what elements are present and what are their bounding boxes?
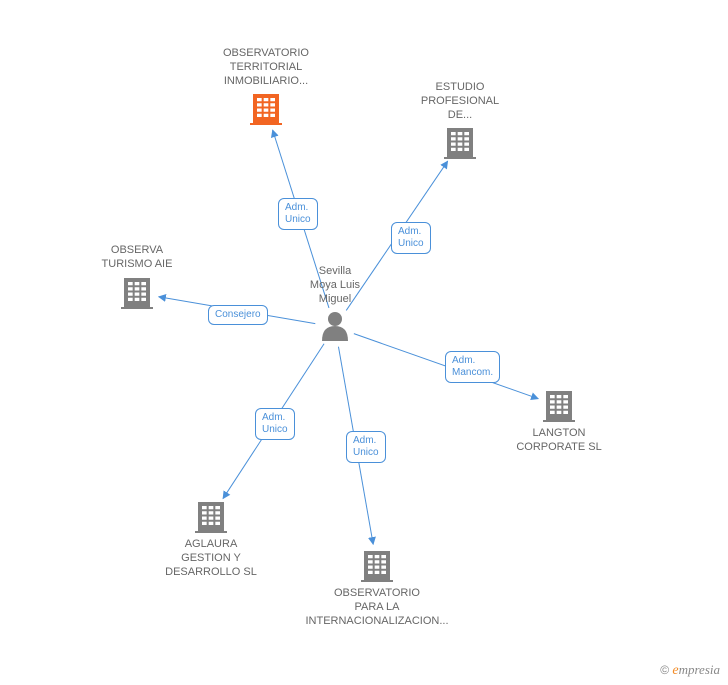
building-icon [444, 128, 476, 159]
edge-label: Adm. Mancom. [445, 351, 500, 383]
brand-rest: mpresia [679, 662, 720, 677]
node-label: OBSERVATORIO TERRITORIAL INMOBILIARIO... [186, 47, 346, 88]
building-icon [195, 502, 227, 533]
center-label: Sevilla Moya Luis Miguel [285, 265, 385, 306]
node-label: LANGTON CORPORATE SL [479, 427, 639, 455]
edge-label: Adm. Unico [391, 222, 431, 254]
node-label: ESTUDIO PROFESIONAL DE... [380, 81, 540, 122]
edge-label: Adm. Unico [255, 408, 295, 440]
node-label: OBSERVA TURISMO AIE [57, 244, 217, 272]
building-icon [250, 94, 282, 125]
edge-label: Adm. Unico [278, 198, 318, 230]
building-icon [361, 551, 393, 582]
edge-label: Adm. Unico [346, 431, 386, 463]
building-icon [121, 278, 153, 309]
footer-credit: © empresia [660, 662, 720, 679]
copyright-symbol: © [660, 663, 669, 677]
node-label: OBSERVATORIO PARA LA INTERNACIONALIZACIO… [297, 587, 457, 628]
node-label: AGLAURA GESTION Y DESARROLLO SL [131, 538, 291, 579]
diagram-svg [0, 0, 728, 685]
building-icon [543, 391, 575, 422]
edge-label: Consejero [208, 305, 268, 325]
edges-group [159, 130, 539, 544]
center-person-icon [322, 312, 348, 341]
